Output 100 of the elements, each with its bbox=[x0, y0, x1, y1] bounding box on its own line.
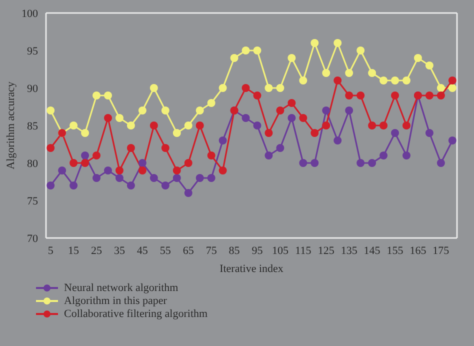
point bbox=[70, 182, 78, 190]
point bbox=[172, 129, 181, 137]
point bbox=[448, 76, 456, 84]
point bbox=[70, 122, 78, 130]
point bbox=[161, 144, 170, 152]
point bbox=[448, 136, 456, 144]
point bbox=[264, 129, 273, 137]
point bbox=[299, 114, 308, 122]
point bbox=[380, 76, 388, 84]
point bbox=[46, 144, 55, 152]
legend-label: Neural network algorithm bbox=[64, 282, 178, 294]
point bbox=[436, 92, 445, 100]
point bbox=[218, 166, 227, 174]
point bbox=[368, 122, 376, 130]
y-tick-label: 75 bbox=[27, 195, 38, 208]
point bbox=[414, 54, 422, 62]
point bbox=[172, 174, 181, 182]
point bbox=[276, 84, 284, 92]
point bbox=[299, 76, 308, 84]
y-tick-label: 80 bbox=[27, 158, 38, 170]
x-tick-label: 85 bbox=[228, 244, 240, 257]
point bbox=[402, 76, 410, 84]
point bbox=[345, 106, 354, 114]
x-axis-title: Iterative index bbox=[220, 263, 284, 275]
point bbox=[334, 39, 342, 47]
point bbox=[115, 166, 124, 174]
point bbox=[288, 114, 296, 122]
point bbox=[391, 129, 400, 137]
x-tick-label: 15 bbox=[68, 244, 80, 257]
point bbox=[242, 46, 250, 54]
point bbox=[115, 174, 124, 182]
point bbox=[104, 92, 112, 100]
x-tick-label: 35 bbox=[114, 244, 126, 257]
point bbox=[126, 182, 135, 190]
point bbox=[207, 99, 216, 107]
point bbox=[184, 122, 192, 130]
point bbox=[81, 152, 90, 160]
point bbox=[138, 106, 146, 114]
point bbox=[218, 84, 227, 92]
point bbox=[46, 106, 55, 114]
point bbox=[310, 129, 319, 137]
point bbox=[334, 76, 342, 84]
point bbox=[70, 159, 78, 167]
point bbox=[299, 159, 308, 167]
point bbox=[380, 152, 388, 160]
point bbox=[288, 54, 296, 62]
point bbox=[138, 159, 146, 167]
point bbox=[172, 166, 181, 174]
y-tick-label: 100 bbox=[22, 8, 38, 20]
point bbox=[104, 114, 112, 122]
x-tick-label: 55 bbox=[160, 244, 172, 257]
point bbox=[345, 92, 354, 100]
point bbox=[345, 69, 354, 77]
x-tick-label: 105 bbox=[272, 244, 289, 257]
point bbox=[81, 129, 90, 137]
legend-label: Algorithm in this paper bbox=[64, 295, 167, 307]
point bbox=[150, 174, 158, 182]
point bbox=[46, 182, 55, 190]
point bbox=[368, 69, 376, 77]
point bbox=[264, 84, 273, 92]
point bbox=[310, 159, 319, 167]
point bbox=[161, 182, 170, 190]
point bbox=[115, 114, 124, 122]
point bbox=[58, 166, 66, 174]
point bbox=[138, 166, 146, 174]
x-tick-label: 175 bbox=[432, 244, 450, 257]
point bbox=[242, 84, 250, 92]
point bbox=[322, 122, 330, 130]
point bbox=[150, 122, 158, 130]
y-tick-label: 70 bbox=[27, 232, 38, 245]
x-tick-label: 125 bbox=[318, 244, 335, 257]
point bbox=[150, 84, 158, 92]
y-tick-label: 90 bbox=[27, 82, 38, 95]
y-tick-label: 85 bbox=[27, 120, 38, 132]
point bbox=[92, 152, 101, 160]
x-tick-label: 155 bbox=[386, 244, 404, 257]
y-tick-label: 95 bbox=[27, 45, 38, 58]
point bbox=[242, 114, 250, 122]
x-tick-label: 25 bbox=[91, 244, 103, 257]
point bbox=[253, 46, 262, 54]
point bbox=[253, 92, 262, 100]
x-tick-label: 95 bbox=[252, 244, 264, 257]
legend-label: Collaborative filtering algorithm bbox=[64, 308, 208, 320]
point bbox=[184, 159, 192, 167]
point bbox=[436, 84, 445, 92]
point bbox=[380, 122, 388, 130]
point bbox=[196, 106, 204, 114]
point bbox=[425, 92, 434, 100]
point bbox=[218, 136, 227, 144]
x-tick-label: 145 bbox=[364, 244, 381, 257]
point bbox=[448, 84, 456, 92]
point bbox=[402, 152, 410, 160]
x-tick-label: 135 bbox=[340, 244, 358, 257]
point bbox=[425, 62, 434, 70]
point bbox=[391, 76, 400, 84]
point bbox=[196, 122, 204, 130]
point bbox=[322, 69, 330, 77]
point bbox=[161, 106, 170, 114]
point bbox=[425, 129, 434, 137]
point bbox=[81, 159, 90, 167]
